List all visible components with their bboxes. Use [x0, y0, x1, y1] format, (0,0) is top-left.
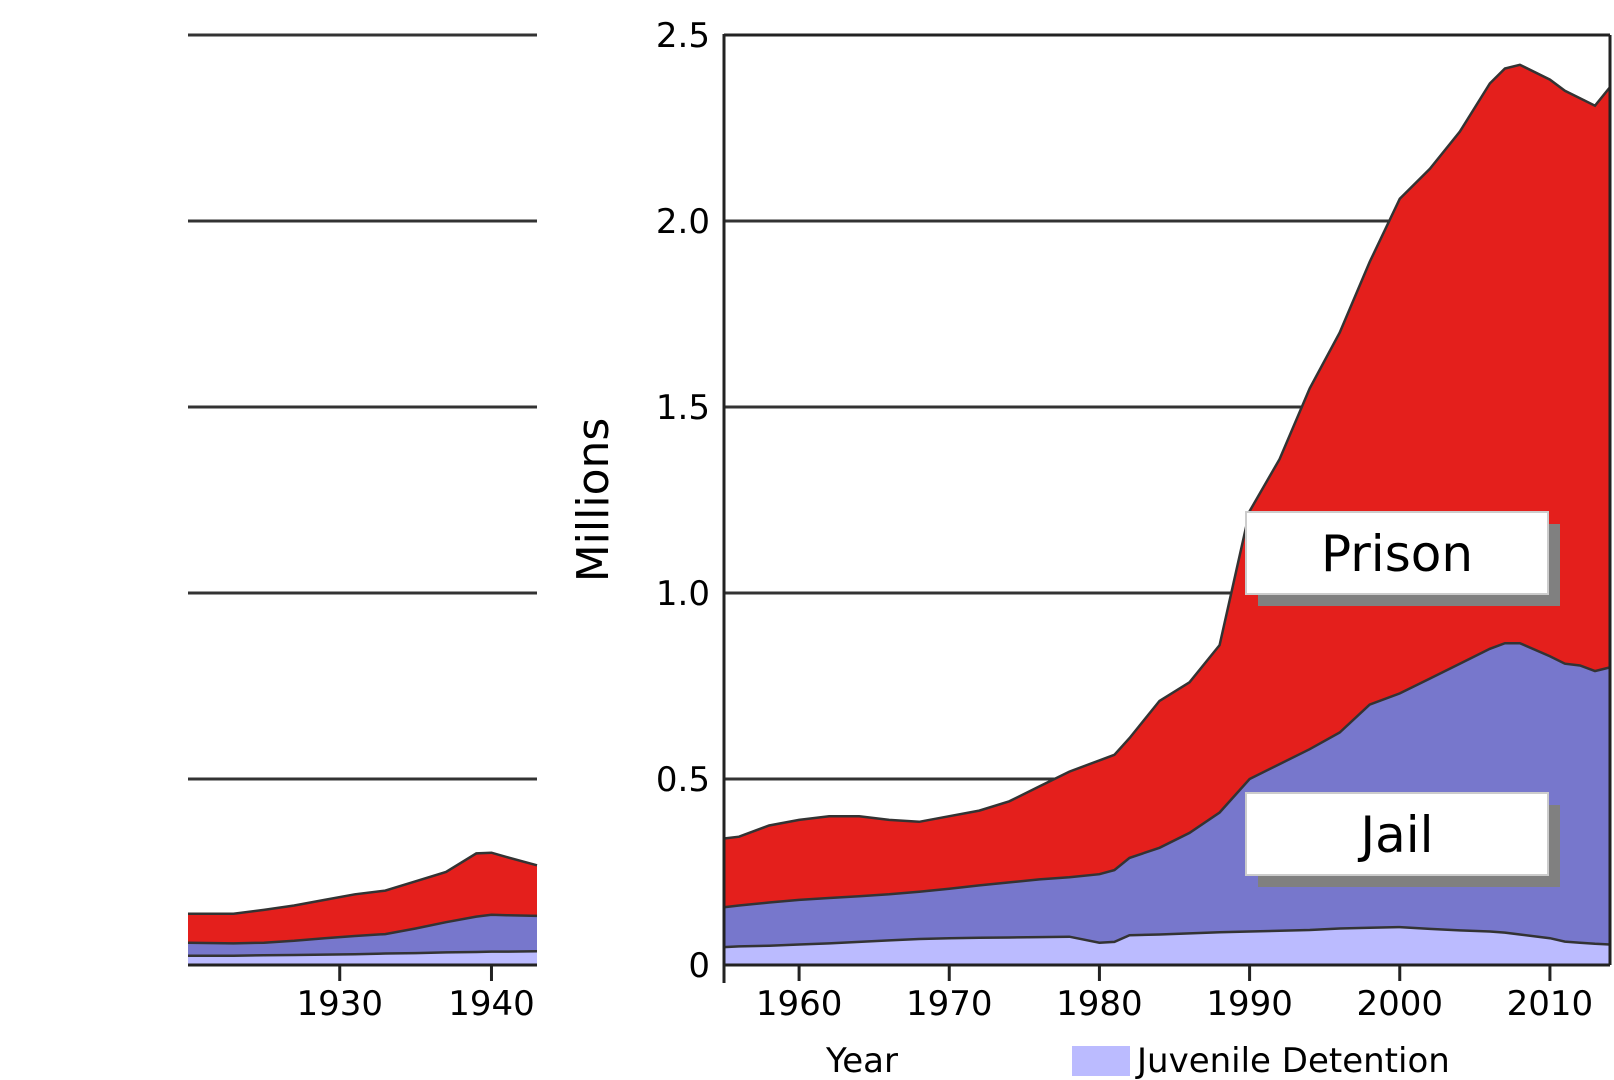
y-tick-label-0: 0	[688, 946, 710, 986]
right-x-tick-label-1990: 1990	[1206, 984, 1293, 1024]
right-area-juvenile	[724, 927, 1610, 965]
jail-callout-label: Jail	[1357, 806, 1433, 864]
y-tick-label-2.5: 2.5	[656, 16, 710, 56]
y-tick-label-1.5: 1.5	[656, 388, 710, 428]
left-area-jail	[188, 914, 537, 956]
right-x-tick-label-1980: 1980	[1056, 984, 1143, 1024]
y-tick-label-1.0: 1.0	[656, 574, 710, 614]
y-tick-label-2.0: 2.0	[656, 202, 710, 242]
legend-label-juvenile: Juvenile Detention	[1135, 1041, 1450, 1080]
right-line-prison	[723, 63, 1611, 840]
left-x-tick-label-1940: 1940	[448, 984, 535, 1024]
prison-callout-label: Prison	[1321, 525, 1473, 583]
y-tick-label-0.5: 0.5	[656, 760, 710, 800]
x-axis-title: Year	[825, 1041, 898, 1080]
left-line-jail	[187, 913, 538, 945]
jail-callout-box	[1245, 792, 1549, 876]
jail-callout: Jail	[1245, 792, 1560, 887]
left-line-prison	[188, 851, 538, 915]
right-x-tick-label-1960: 1960	[756, 984, 843, 1024]
prison-callout-box	[1245, 511, 1549, 595]
prison-callout: Prison	[1245, 511, 1560, 606]
legend: Juvenile Detention	[1072, 1041, 1450, 1080]
left-area-juvenile	[188, 951, 537, 965]
right-x-tick-label-2000: 2000	[1356, 984, 1443, 1024]
right-line-jail	[723, 641, 1611, 909]
right-line-juvenile	[723, 925, 1611, 949]
left-line-juvenile	[188, 949, 538, 957]
legend-swatch-juvenile	[1072, 1046, 1130, 1076]
y-axis-title: Millions	[568, 418, 619, 583]
right-x-tick-label-2010: 2010	[1507, 984, 1594, 1024]
right-x-tick-label-1970: 1970	[906, 984, 993, 1024]
left-x-tick-label-1930: 1930	[296, 984, 383, 1024]
left-panel: 1930 1940	[187, 33, 538, 1024]
